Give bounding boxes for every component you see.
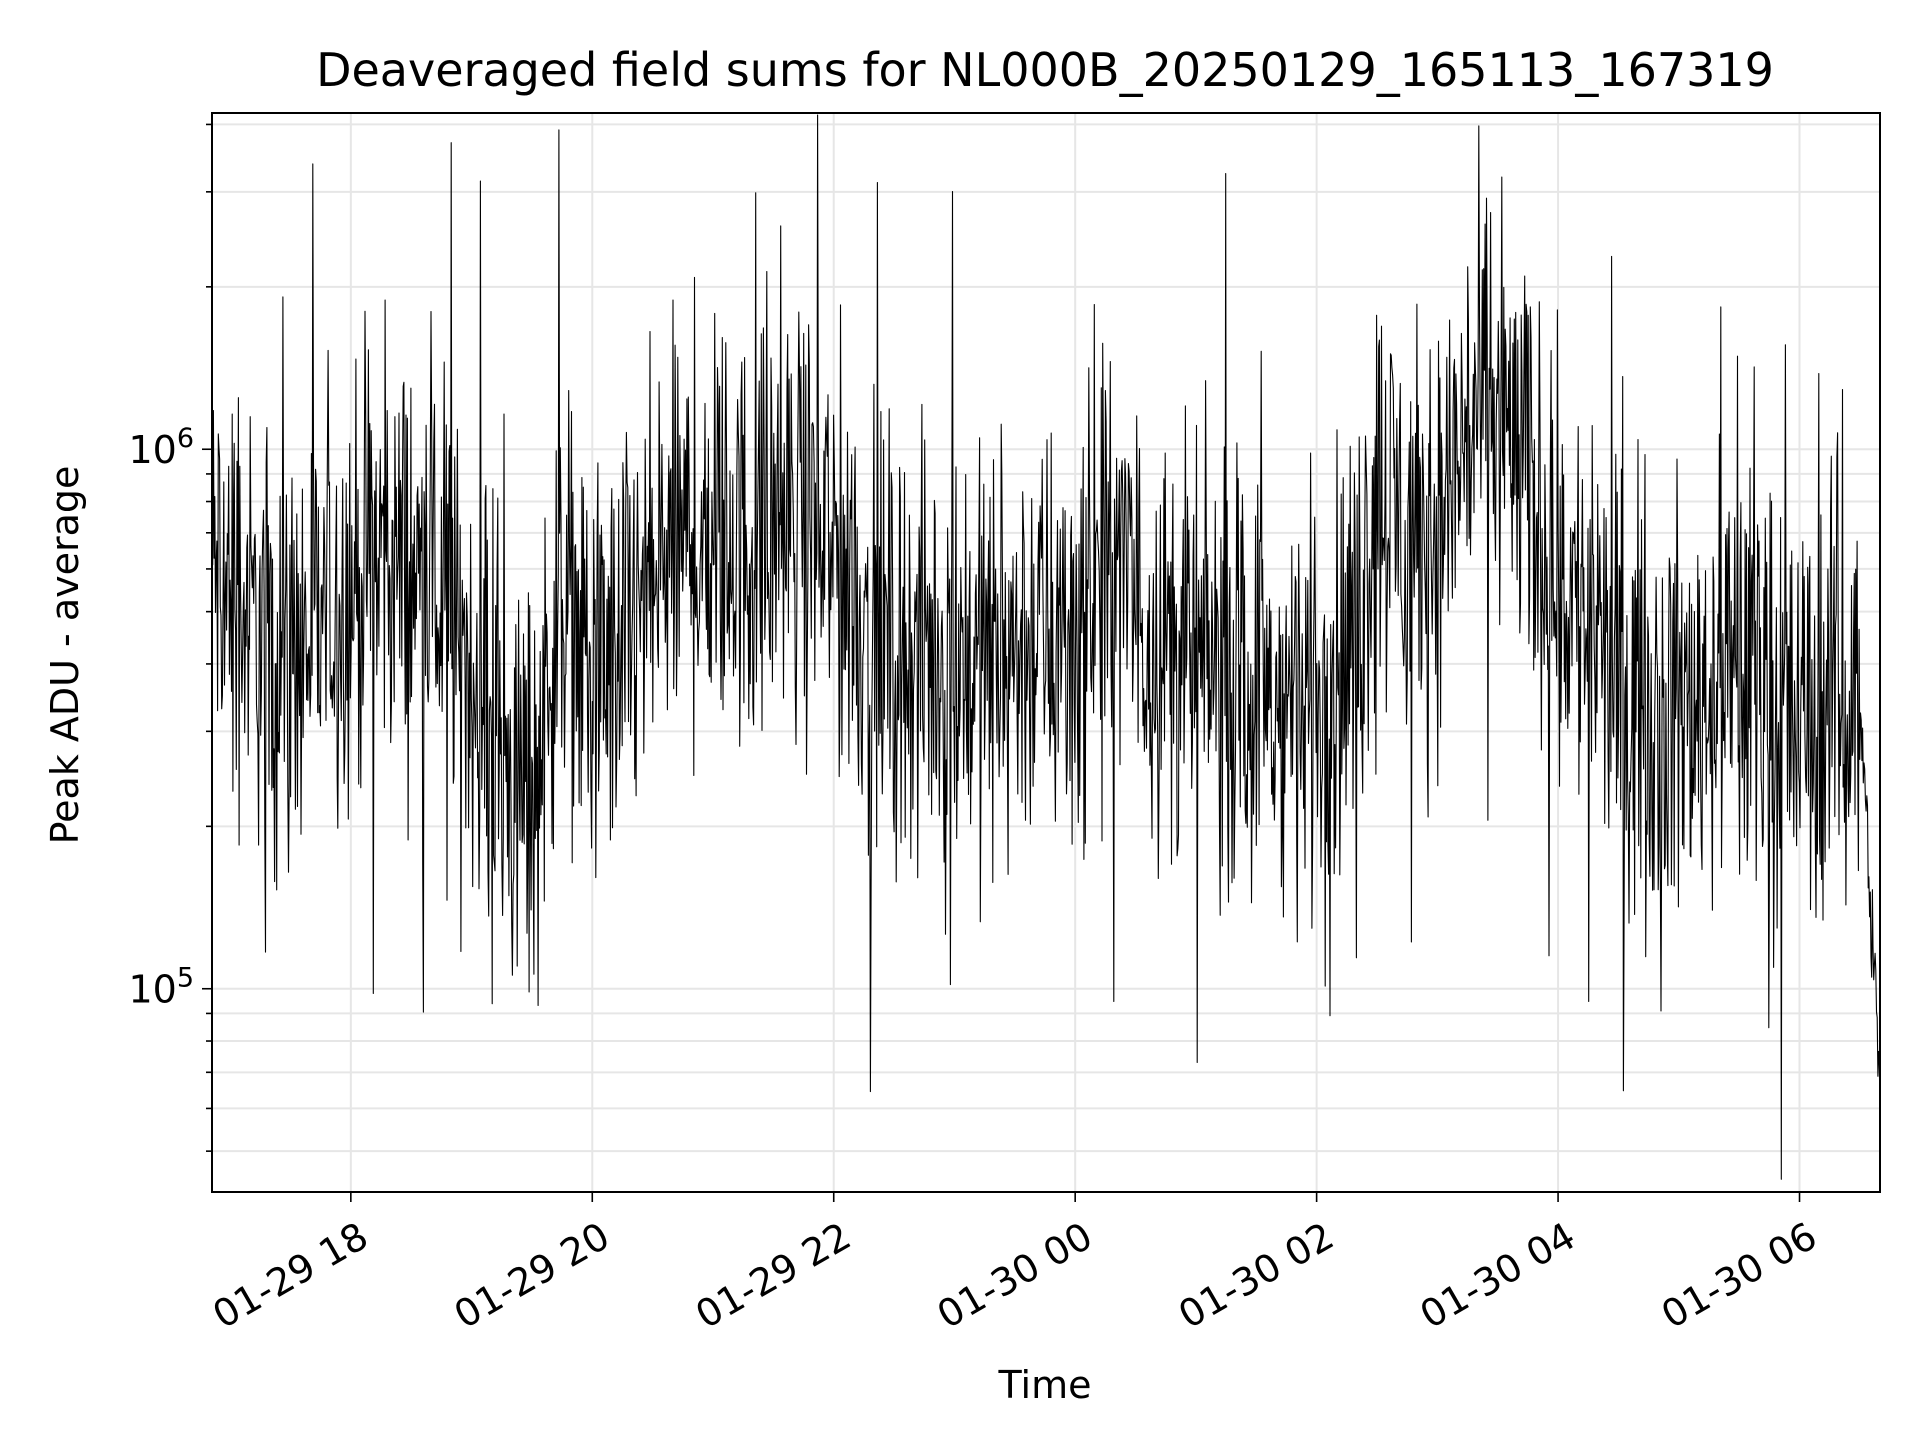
data-line [211, 114, 1881, 1180]
chart-title: Deaveraged field sums for NL000B_2025012… [316, 43, 1774, 97]
y-tick-base: 10 [128, 428, 176, 472]
y-tick-base: 10 [128, 968, 176, 1012]
data-series-line [211, 114, 1881, 1180]
y-axis-label: Peak ADU - average [43, 466, 87, 845]
axes-frame [211, 112, 1881, 1193]
y-tick-label: 106 [128, 423, 194, 472]
y-tick-label: 105 [128, 963, 194, 1012]
x-axis-label: Time [998, 1363, 1092, 1407]
y-tick-exponent: 6 [177, 423, 194, 454]
y-tick-exponent: 5 [177, 963, 194, 994]
